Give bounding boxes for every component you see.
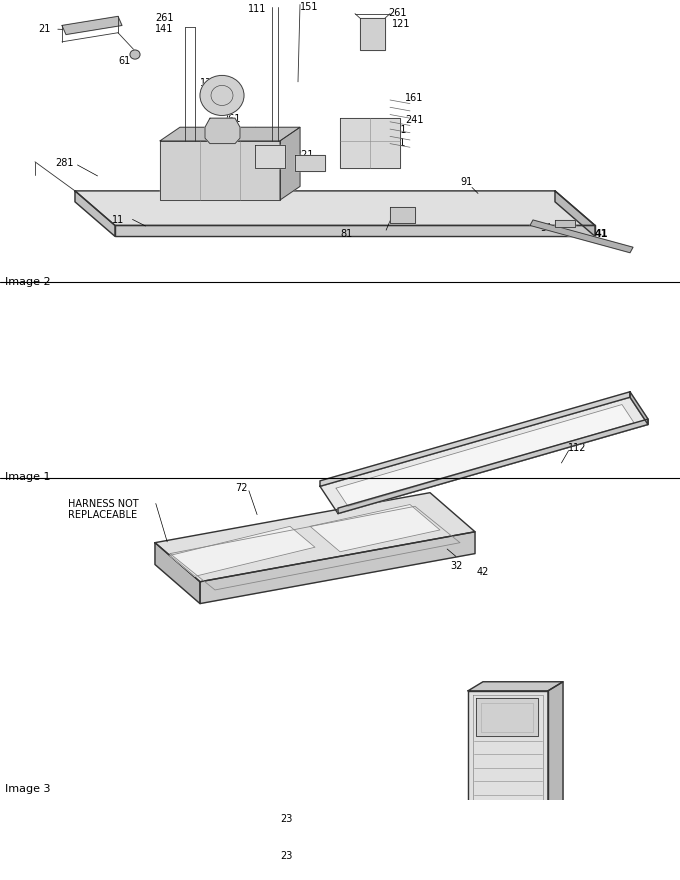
Text: 261: 261 xyxy=(222,114,241,123)
Polygon shape xyxy=(468,691,548,880)
Text: 61: 61 xyxy=(118,56,131,66)
Text: 241: 241 xyxy=(405,114,424,125)
Polygon shape xyxy=(400,871,415,880)
Polygon shape xyxy=(160,141,280,200)
Text: 91: 91 xyxy=(460,177,472,187)
Polygon shape xyxy=(390,208,415,223)
Text: 161: 161 xyxy=(405,92,424,103)
Text: 181: 181 xyxy=(388,138,407,148)
Circle shape xyxy=(200,76,244,115)
Polygon shape xyxy=(280,128,300,200)
Polygon shape xyxy=(200,532,475,604)
Text: 32: 32 xyxy=(450,561,462,571)
Polygon shape xyxy=(476,698,538,737)
Polygon shape xyxy=(320,392,630,487)
Polygon shape xyxy=(555,191,595,237)
Polygon shape xyxy=(310,811,400,832)
Polygon shape xyxy=(62,17,122,34)
Text: 112: 112 xyxy=(568,443,586,452)
Text: 41: 41 xyxy=(595,229,609,239)
Polygon shape xyxy=(400,803,415,832)
Text: 281: 281 xyxy=(55,158,73,168)
Polygon shape xyxy=(310,803,415,811)
Text: 191: 191 xyxy=(245,143,263,154)
Polygon shape xyxy=(548,682,563,880)
Polygon shape xyxy=(320,397,648,514)
Polygon shape xyxy=(310,504,440,552)
Polygon shape xyxy=(155,493,475,582)
Text: 11: 11 xyxy=(112,215,124,224)
Text: 21: 21 xyxy=(38,24,50,33)
Polygon shape xyxy=(310,871,415,880)
Polygon shape xyxy=(310,848,400,868)
Polygon shape xyxy=(400,839,415,868)
Polygon shape xyxy=(530,220,633,253)
Text: 231: 231 xyxy=(388,126,407,136)
Text: 23: 23 xyxy=(280,851,292,861)
Text: 72: 72 xyxy=(235,483,248,493)
Polygon shape xyxy=(336,405,634,506)
Text: HARNESS NOT: HARNESS NOT xyxy=(68,499,139,509)
Polygon shape xyxy=(468,682,563,691)
Text: 131: 131 xyxy=(200,78,218,88)
Polygon shape xyxy=(75,191,595,225)
Polygon shape xyxy=(115,225,595,237)
Text: 51: 51 xyxy=(540,223,552,232)
Polygon shape xyxy=(75,191,115,237)
Polygon shape xyxy=(170,526,315,576)
Text: 42: 42 xyxy=(477,568,490,577)
Polygon shape xyxy=(310,839,415,848)
Text: 141: 141 xyxy=(155,24,173,33)
Text: 151: 151 xyxy=(300,2,318,11)
Text: Image 1: Image 1 xyxy=(5,472,50,482)
Text: 121: 121 xyxy=(392,19,411,29)
Circle shape xyxy=(130,50,140,59)
Polygon shape xyxy=(340,118,400,168)
Polygon shape xyxy=(295,155,325,171)
Polygon shape xyxy=(255,145,285,168)
Text: 111: 111 xyxy=(248,4,267,13)
Text: 221: 221 xyxy=(200,88,219,99)
Text: 23: 23 xyxy=(280,815,292,825)
Polygon shape xyxy=(338,419,648,514)
Text: 321: 321 xyxy=(295,150,313,160)
Polygon shape xyxy=(160,128,300,141)
Text: 261: 261 xyxy=(155,12,173,23)
Text: Image 2: Image 2 xyxy=(5,277,50,287)
Polygon shape xyxy=(205,118,240,143)
Text: 201: 201 xyxy=(230,155,248,165)
Text: 81: 81 xyxy=(340,229,352,239)
Polygon shape xyxy=(555,220,575,227)
Polygon shape xyxy=(360,18,385,50)
Polygon shape xyxy=(630,392,648,424)
Text: Image 3: Image 3 xyxy=(5,783,50,794)
Text: REPLACEABLE: REPLACEABLE xyxy=(68,510,137,520)
Text: 261: 261 xyxy=(388,8,407,18)
Polygon shape xyxy=(155,543,200,604)
